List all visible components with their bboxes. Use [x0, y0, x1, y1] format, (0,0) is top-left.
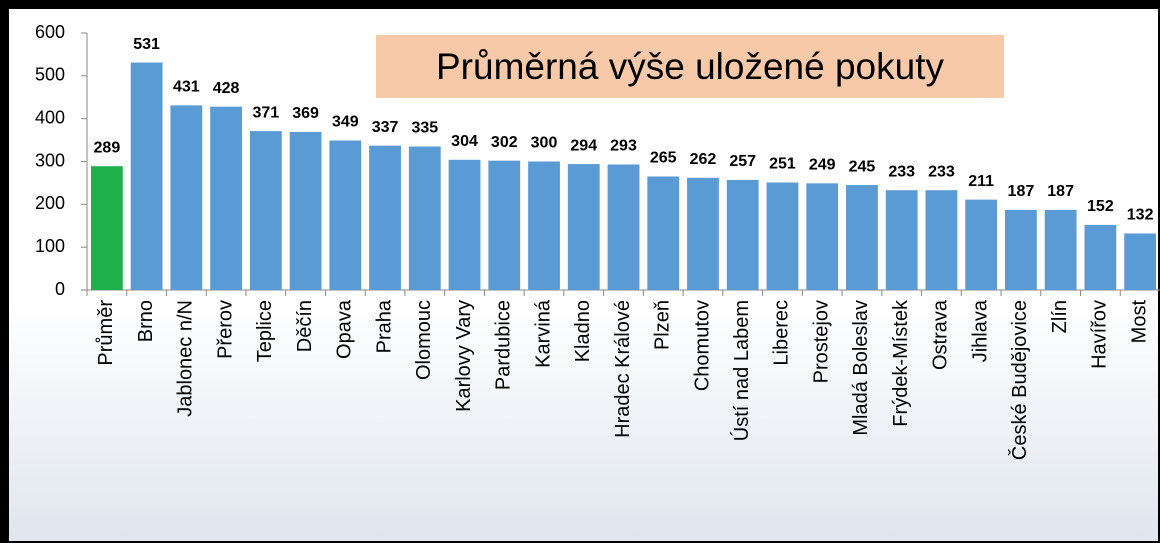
x-tick-label: Olomouc	[413, 300, 435, 380]
value-label: 531	[133, 36, 160, 53]
y-tick-label: 400	[35, 107, 65, 127]
x-tick-label: Most	[1128, 300, 1150, 344]
bar	[369, 145, 401, 290]
bar	[846, 185, 878, 290]
bar	[408, 146, 441, 290]
x-tick-label: Plzeň	[652, 300, 674, 350]
value-label: 187	[1047, 183, 1074, 200]
y-tick-label: 500	[35, 65, 65, 85]
value-label: 262	[690, 151, 717, 168]
x-tick-label: Karlovy Vary	[453, 300, 475, 412]
value-label: 293	[610, 138, 637, 155]
bar	[130, 62, 163, 291]
bar	[607, 164, 640, 290]
x-tick-label: Kladno	[572, 300, 594, 362]
bar	[766, 182, 799, 290]
y-tick-label: 200	[35, 193, 65, 213]
x-tick-label: Liberec	[771, 300, 793, 366]
y-tick-label: 0	[55, 279, 65, 299]
x-tick-label: Hradec Králové	[612, 300, 634, 438]
bar	[726, 179, 759, 290]
value-label: 152	[1087, 198, 1114, 215]
value-label: 233	[928, 163, 955, 180]
x-tick-label: Ústí nad Labem	[730, 300, 753, 441]
chart-title: Průměrná výše uložené pokuty	[436, 46, 944, 87]
bar	[647, 176, 680, 290]
value-label: 428	[213, 80, 240, 97]
x-tick-label: Děčín	[294, 300, 316, 352]
value-label: 300	[531, 135, 558, 152]
value-label: 304	[451, 133, 478, 150]
value-label: 132	[1127, 207, 1154, 224]
x-tick-label: Zlín	[1049, 300, 1071, 333]
x-tick-label: Přerov	[214, 300, 236, 359]
value-label: 369	[292, 105, 319, 122]
x-tick-label: Frýdek-Místek	[890, 299, 912, 427]
x-tick-label: Jihlava	[969, 299, 991, 362]
bar	[448, 159, 481, 290]
bar	[1005, 209, 1037, 290]
x-tick-label: Praha	[373, 299, 395, 353]
y-tick-label: 600	[35, 22, 65, 42]
x-tick-label: Pardubice	[493, 300, 515, 390]
x-tick-label: České Budějovice	[1008, 300, 1031, 460]
bar	[329, 140, 362, 290]
x-tick-label: Chomutov	[691, 300, 713, 391]
value-label: 289	[94, 139, 121, 156]
x-tick-label: Jablonec n/N	[175, 300, 197, 417]
x-tick-label: Ostrava	[930, 299, 952, 370]
x-tick-label: Prostejov	[810, 300, 832, 383]
value-label: 349	[332, 114, 359, 131]
x-tick-label: Teplice	[254, 300, 276, 362]
bar	[90, 166, 123, 290]
bar	[289, 131, 322, 290]
x-tick-label: Karviná	[532, 299, 554, 368]
bar	[170, 105, 203, 290]
value-label: 211	[968, 173, 994, 190]
bar	[567, 164, 600, 290]
value-label: 371	[252, 104, 279, 121]
value-label: 187	[1008, 183, 1035, 200]
x-tick-label: Opava	[334, 299, 356, 359]
bar	[528, 161, 560, 290]
y-tick-label: 300	[35, 150, 65, 170]
x-tick-label: Brno	[135, 300, 157, 342]
bar	[965, 199, 998, 290]
value-label: 294	[570, 137, 597, 154]
value-label: 431	[173, 79, 200, 96]
value-label: 335	[411, 120, 438, 137]
value-label: 302	[491, 134, 518, 151]
bar	[488, 160, 521, 290]
bar	[1044, 209, 1077, 290]
value-label: 337	[372, 119, 399, 136]
bar	[1084, 224, 1117, 290]
bar	[249, 131, 282, 290]
bar	[885, 190, 918, 290]
value-label: 257	[729, 153, 756, 170]
x-tick-label: Mladá Boleslav	[850, 300, 872, 436]
x-tick-label: Průměr	[95, 300, 117, 366]
value-label: 245	[849, 158, 876, 175]
value-label: 251	[769, 156, 796, 173]
title-box	[376, 35, 1004, 98]
bar	[806, 183, 839, 290]
value-label: 233	[888, 163, 915, 180]
bar	[1124, 233, 1157, 290]
bar	[210, 106, 242, 290]
value-label: 265	[650, 150, 677, 167]
y-tick-label: 100	[35, 236, 65, 256]
bar	[687, 177, 719, 290]
bar	[925, 190, 958, 290]
value-label: 249	[809, 157, 836, 174]
x-tick-label: Havířov	[1089, 300, 1111, 369]
